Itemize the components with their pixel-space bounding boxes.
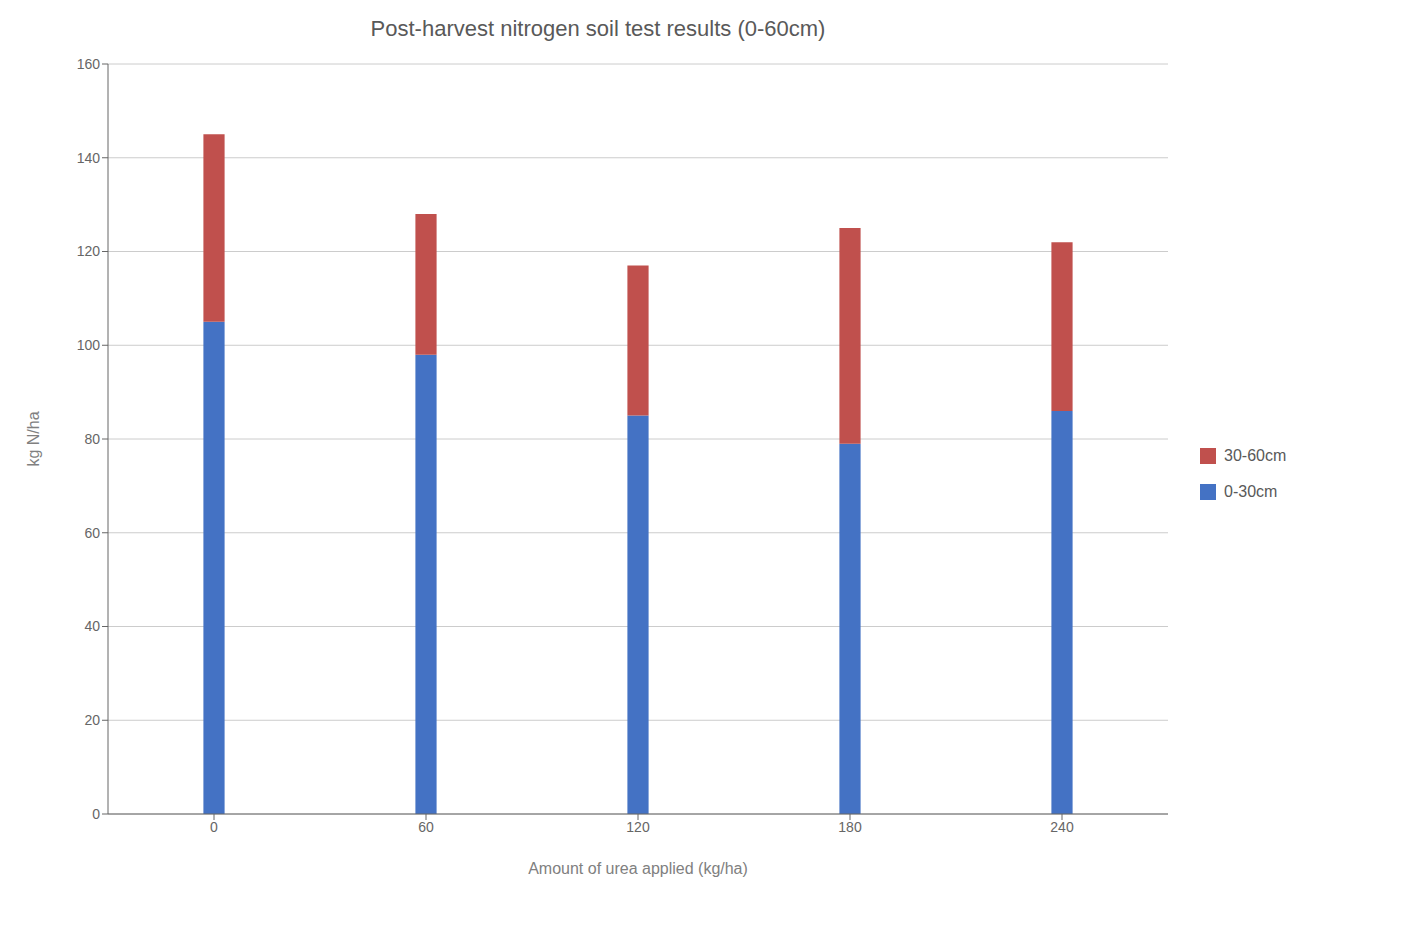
svg-text:0: 0 xyxy=(92,806,100,822)
html-text:Post-harvest nitrogen soil tes: Post-harvest nitrogen soil test results … xyxy=(370,16,826,41)
svg-text:kg N/ha: kg N/ha xyxy=(25,411,42,466)
svg-text:120: 120 xyxy=(626,819,650,835)
svg-text:60: 60 xyxy=(418,819,434,835)
svg-text:60: 60 xyxy=(84,525,100,541)
svg-text:0: 0 xyxy=(210,819,218,835)
svg-text:160: 160 xyxy=(77,56,101,72)
svg-text:40: 40 xyxy=(84,618,100,634)
svg-text:20: 20 xyxy=(84,712,100,728)
svg-text:100: 100 xyxy=(77,337,101,353)
svg-text:80: 80 xyxy=(84,431,100,447)
svg-text:Amount of urea applied (kg/ha): Amount of urea applied (kg/ha) xyxy=(528,860,748,877)
svg-text:140: 140 xyxy=(77,150,101,166)
html-text:0-30cm: 0-30cm xyxy=(1224,483,1278,500)
svg-text:240: 240 xyxy=(1050,819,1074,835)
svg-text:180: 180 xyxy=(838,819,862,835)
svg-text:120: 120 xyxy=(77,243,101,259)
html-text:30-60cm: 30-60cm xyxy=(1224,447,1287,464)
